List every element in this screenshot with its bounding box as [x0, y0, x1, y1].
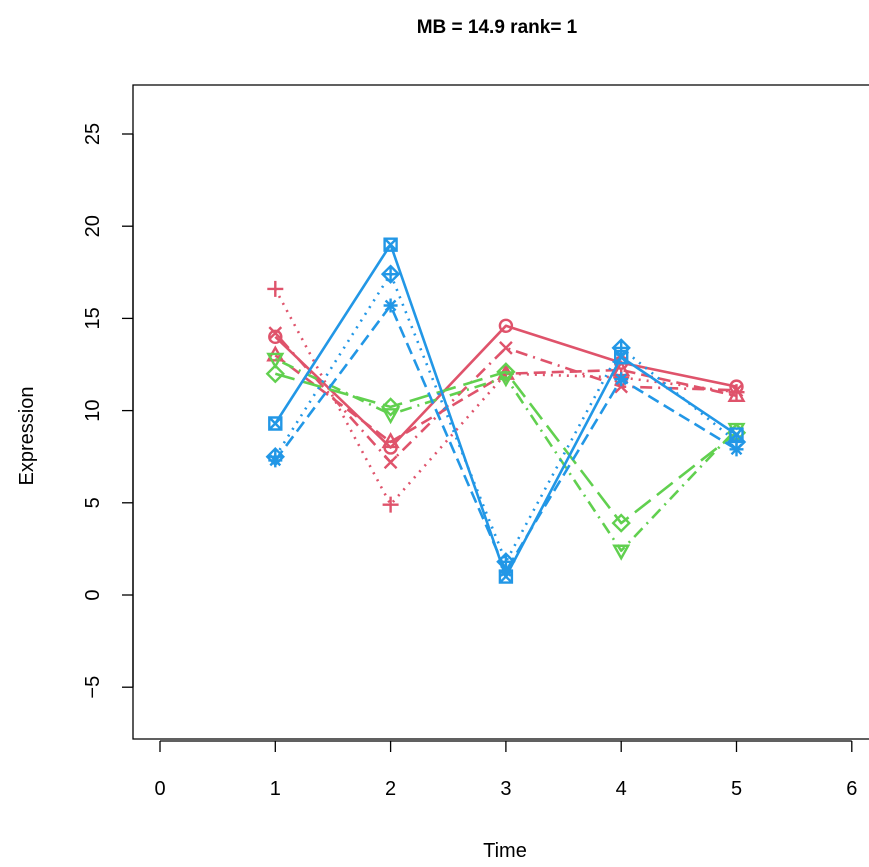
- data-point: [267, 280, 284, 297]
- data-point: [383, 298, 398, 313]
- data-point: [496, 362, 516, 382]
- y-tick-label: 25: [82, 123, 104, 145]
- data-point: [265, 364, 285, 384]
- x-tick-label: 0: [154, 778, 165, 800]
- data-point: [498, 318, 514, 333]
- series-9: [265, 264, 747, 572]
- data-point: [729, 383, 744, 398]
- data-point: [381, 431, 400, 449]
- x-tick-label: 4: [616, 778, 627, 800]
- chart-title: MB = 14.9 rank= 1: [417, 17, 578, 38]
- data-point: [268, 416, 283, 431]
- x-axis: 0 1 2 3 4 5 6: [154, 740, 857, 800]
- series-layer: [265, 237, 747, 584]
- x-tick-label: 2: [385, 778, 396, 800]
- series-4: [268, 326, 744, 470]
- y-tick-label: −5: [82, 676, 104, 699]
- data-point: [380, 264, 401, 284]
- data-point: [268, 326, 283, 341]
- data-point: [265, 447, 285, 467]
- y-tick-label: 0: [82, 589, 104, 600]
- series-line: [274, 357, 738, 552]
- data-point: [380, 397, 401, 417]
- data-point: [499, 341, 513, 355]
- data-point: [611, 338, 631, 358]
- x-tick-label: 3: [500, 778, 511, 800]
- plot-frame: [132, 84, 869, 740]
- x-tick-label: 1: [270, 778, 281, 800]
- y-tick-label: 20: [82, 215, 104, 237]
- series-line: [274, 243, 738, 578]
- series-8: [268, 298, 744, 579]
- data-point: [612, 544, 631, 561]
- data-point: [266, 352, 285, 369]
- y-axis-label: Expression: [16, 387, 38, 486]
- series-line: [274, 370, 738, 525]
- x-tick-label: 5: [731, 778, 742, 800]
- y-tick-label: 5: [82, 497, 104, 508]
- y-axis: −5 0 5 10 15 20 25: [82, 123, 134, 699]
- series-line: [274, 304, 738, 573]
- series-line: [274, 324, 737, 449]
- series-3: [267, 280, 745, 513]
- data-point: [383, 237, 398, 252]
- x-tick-label: 6: [846, 778, 857, 800]
- data-point: [381, 408, 400, 425]
- data-point: [382, 496, 399, 513]
- data-point: [383, 455, 398, 470]
- x-axis-label: Time: [483, 840, 527, 862]
- data-point: [726, 432, 747, 452]
- data-point: [611, 513, 631, 533]
- data-point: [728, 384, 745, 401]
- data-point: [614, 372, 629, 387]
- series-line: [274, 288, 737, 506]
- y-tick-label: 15: [82, 307, 104, 329]
- plot-box: [132, 84, 869, 740]
- y-tick-label: 10: [82, 399, 104, 421]
- series-line: [274, 332, 737, 464]
- data-point: [496, 552, 516, 572]
- data-point: [268, 329, 283, 345]
